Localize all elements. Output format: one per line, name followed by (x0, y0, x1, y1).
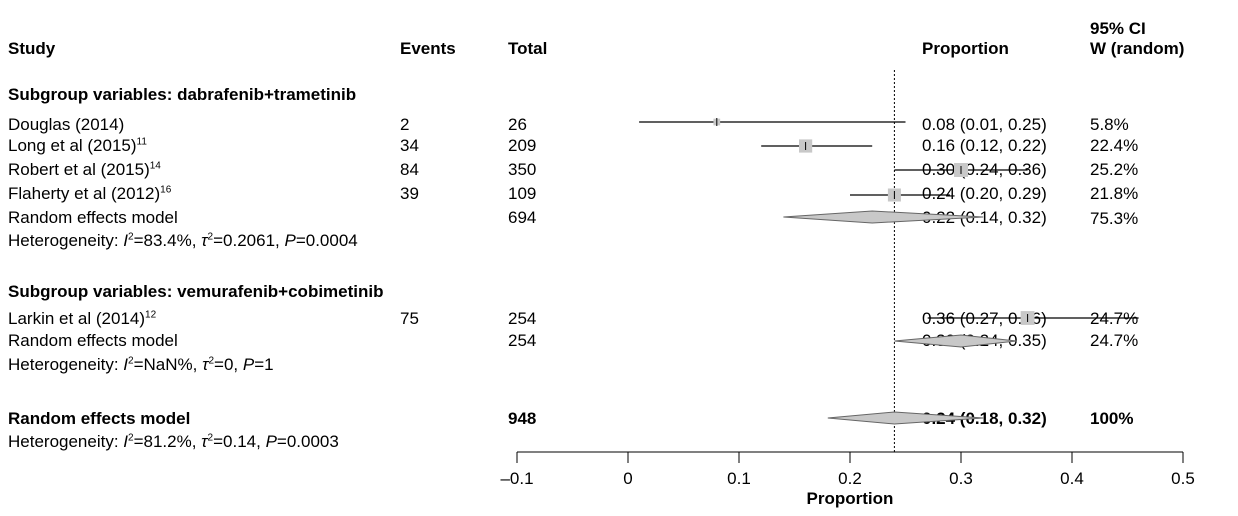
study-reference: 14 (149, 160, 161, 172)
study-reference: 12 (145, 309, 157, 321)
heterogeneity-text: Heterogeneity: I2=83.4%, τ2=0.2061, P=0.… (8, 231, 358, 250)
study-events: 2 (400, 115, 410, 134)
study-weight: 21.8% (1090, 184, 1139, 203)
x-tick-label: 0 (623, 469, 632, 488)
subgroup-title: Subgroup variables: vemurafenib+cobimeti… (8, 282, 384, 301)
subgroup-model-name: Random effects model (8, 208, 178, 227)
study-total: 254 (508, 309, 537, 328)
subgroup-model-weight: 75.3% (1090, 209, 1139, 228)
study-total: 209 (508, 136, 537, 155)
subgroup-model-total: 254 (508, 331, 537, 350)
study-proportion: 0.08 (0.01, 0.25) (922, 115, 1047, 134)
study-reference: 16 (160, 184, 172, 196)
study-weight: 25.2% (1090, 160, 1139, 179)
study-weight: 22.4% (1090, 136, 1139, 155)
x-tick-label: 0.5 (1171, 469, 1195, 488)
study-total: 350 (508, 160, 537, 179)
study-proportion: 0.16 (0.12, 0.22) (922, 136, 1047, 155)
study-name: Robert et al (2015)14 (8, 160, 161, 179)
study-name: Long et al (2015)11 (8, 136, 147, 155)
overall-model-total: 948 (508, 409, 537, 428)
header-study: Study (8, 39, 56, 58)
x-tick-label: 0.1 (727, 469, 751, 488)
subgroup-model-weight: 24.7% (1090, 331, 1139, 350)
study-name: Flaherty et al (2012)16 (8, 184, 172, 203)
study-reference: 11 (136, 136, 147, 148)
study-name: Larkin et al (2014)12 (8, 309, 157, 328)
x-tick-label: 0.2 (838, 469, 862, 488)
summary-diamond (894, 334, 1017, 348)
subgroup-model-proportion: 0.22 (0.14, 0.32) (922, 208, 1047, 227)
study-events: 75 (400, 309, 419, 328)
study-name: Douglas (2014) (8, 115, 125, 134)
study-events: 39 (400, 184, 419, 203)
study-total: 109 (508, 184, 537, 203)
study-events: 34 (400, 136, 419, 155)
header-total: Total (508, 39, 548, 58)
heterogeneity-text: Heterogeneity: I2=81.2%, τ2=0.14, P=0.00… (8, 432, 339, 451)
subgroup-model-total: 694 (508, 208, 537, 227)
heterogeneity-text: Heterogeneity: I2=NaN%, τ2=0, P=1 (8, 355, 274, 374)
subgroup-model-name: Random effects model (8, 331, 178, 350)
summary-diamond (783, 210, 984, 224)
header-ci: 95% CI (1090, 19, 1146, 38)
overall-model-name: Random effects model (8, 409, 191, 428)
study-weight: 5.8% (1090, 115, 1129, 134)
overall-model-proportion: 0.24 (0.18, 0.32) (922, 409, 1047, 428)
header-events: Events (400, 39, 456, 58)
x-tick-label: 0.4 (1060, 469, 1084, 488)
x-tick-label: 0.3 (949, 469, 973, 488)
study-proportion: 0.24 (0.20, 0.29) (922, 184, 1047, 203)
study-events: 84 (400, 160, 419, 179)
summary-diamond (827, 411, 984, 425)
x-tick-label: –0.1 (500, 469, 533, 488)
header-weight: W (random) (1090, 39, 1185, 58)
overall-model-weight: 100% (1090, 409, 1134, 428)
x-axis-label: Proportion (807, 489, 894, 508)
subgroup-title: Subgroup variables: dabrafenib+trametini… (8, 85, 357, 104)
header-proportion: Proportion (922, 39, 1009, 58)
study-total: 26 (508, 115, 527, 134)
